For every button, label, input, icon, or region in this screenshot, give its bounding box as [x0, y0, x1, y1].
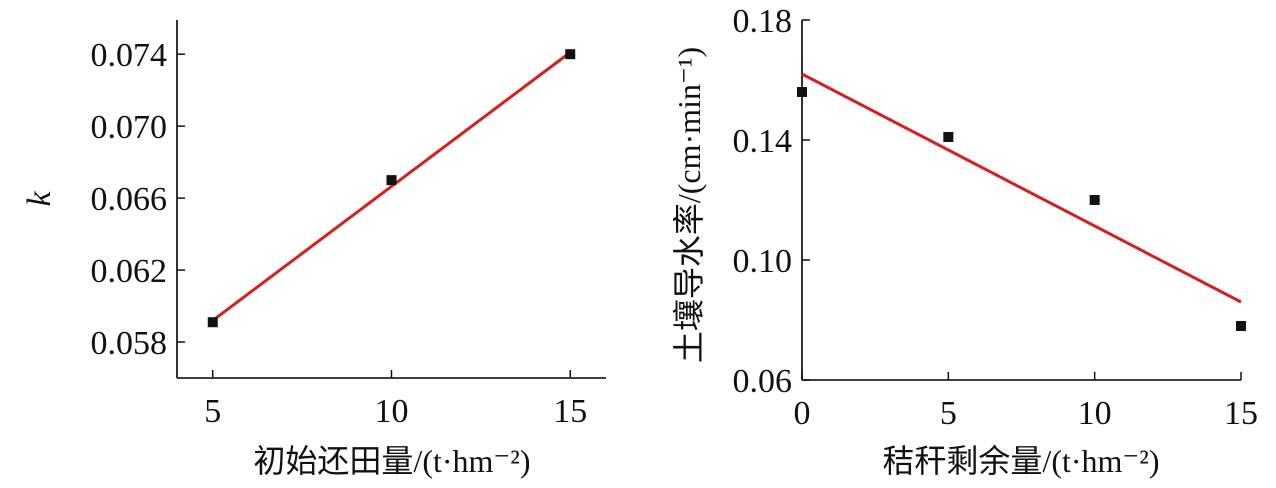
x-tick-label: 5 — [204, 393, 221, 430]
data-point — [565, 49, 576, 60]
y-tick-label: 0.074 — [91, 37, 168, 74]
data-point — [797, 87, 807, 97]
y-tick-label: 0.062 — [91, 253, 168, 290]
x-axis-title: 初始还田量/(t·hm⁻²) — [253, 443, 530, 479]
y-tick-label: 0.18 — [733, 3, 793, 40]
y-axis-title: k — [21, 191, 58, 207]
x-tick-label: 15 — [553, 393, 587, 430]
y-tick-label: 0.06 — [733, 363, 793, 400]
y-tick-label: 0.14 — [733, 123, 793, 160]
y-axis-title: 土壤导水率/(cm·min⁻¹) — [671, 47, 707, 363]
chart-panel-1: 5 10 15 0.058 0.062 0.066 0.070 0.074 初始还田量/(t·h… — [21, 20, 606, 479]
x-axis-title: 秸秆剩余量/(t·hm⁻²) — [882, 443, 1159, 479]
data-point — [1089, 195, 1100, 205]
chart-panel-2: 0 5 10 15 0.06 0.10 0.14 0.18 秸秆剩余量/(t·hm⁻²) 土壤导水… — [671, 3, 1258, 479]
fit-line — [801, 72, 1242, 304]
x-tick-label: 10 — [375, 393, 409, 430]
data-point — [207, 317, 218, 328]
x-tick-label: 0 — [794, 395, 811, 432]
data-point — [943, 132, 954, 142]
data-point — [386, 175, 397, 186]
fit-line — [211, 51, 572, 322]
y-tick-label: 0.058 — [91, 325, 168, 362]
y-tick-label: 0.070 — [91, 109, 168, 146]
y-tick-label: 0.10 — [733, 243, 793, 280]
x-tick-label: 10 — [1078, 395, 1112, 432]
data-point — [1236, 321, 1246, 331]
x-tick-label: 5 — [940, 395, 957, 432]
x-tick-label: 15 — [1224, 395, 1258, 432]
y-tick-label: 0.066 — [91, 181, 168, 218]
